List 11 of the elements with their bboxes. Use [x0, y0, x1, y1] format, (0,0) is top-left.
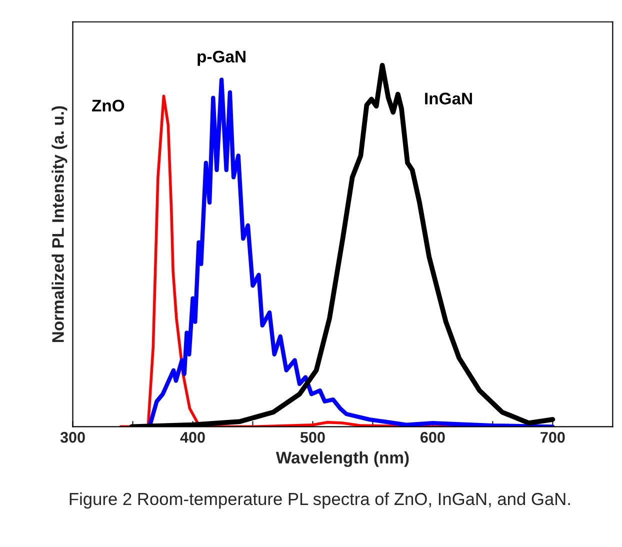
series-label: p-GaN	[198, 50, 246, 66]
x-tick-label: 500	[300, 432, 325, 443]
x-axis-title: Wavelength (nm)	[276, 451, 409, 467]
x-tick-label: 400	[180, 432, 205, 443]
series-label: InGaN	[425, 92, 472, 104]
caption: Figure 2 Room-temperature PL spectra of ZnO, InGaN, and GaN.	[70, 492, 570, 509]
x-tick-label: 300	[60, 432, 85, 443]
x-tick-label: 600	[420, 432, 445, 443]
y-axis-title: Normalized PL Intensity (a. u.)	[52, 106, 68, 342]
text: ZnO	[92, 100, 124, 112]
x-tick-label: 700	[540, 432, 565, 443]
